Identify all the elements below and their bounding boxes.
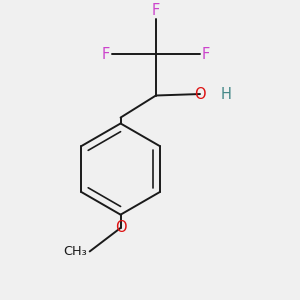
Text: CH₃: CH₃ <box>63 245 87 258</box>
Text: F: F <box>152 2 160 17</box>
Text: F: F <box>102 47 110 62</box>
Text: H: H <box>220 86 232 101</box>
Text: O: O <box>194 86 206 101</box>
Text: F: F <box>202 47 210 62</box>
Text: O: O <box>115 220 126 236</box>
